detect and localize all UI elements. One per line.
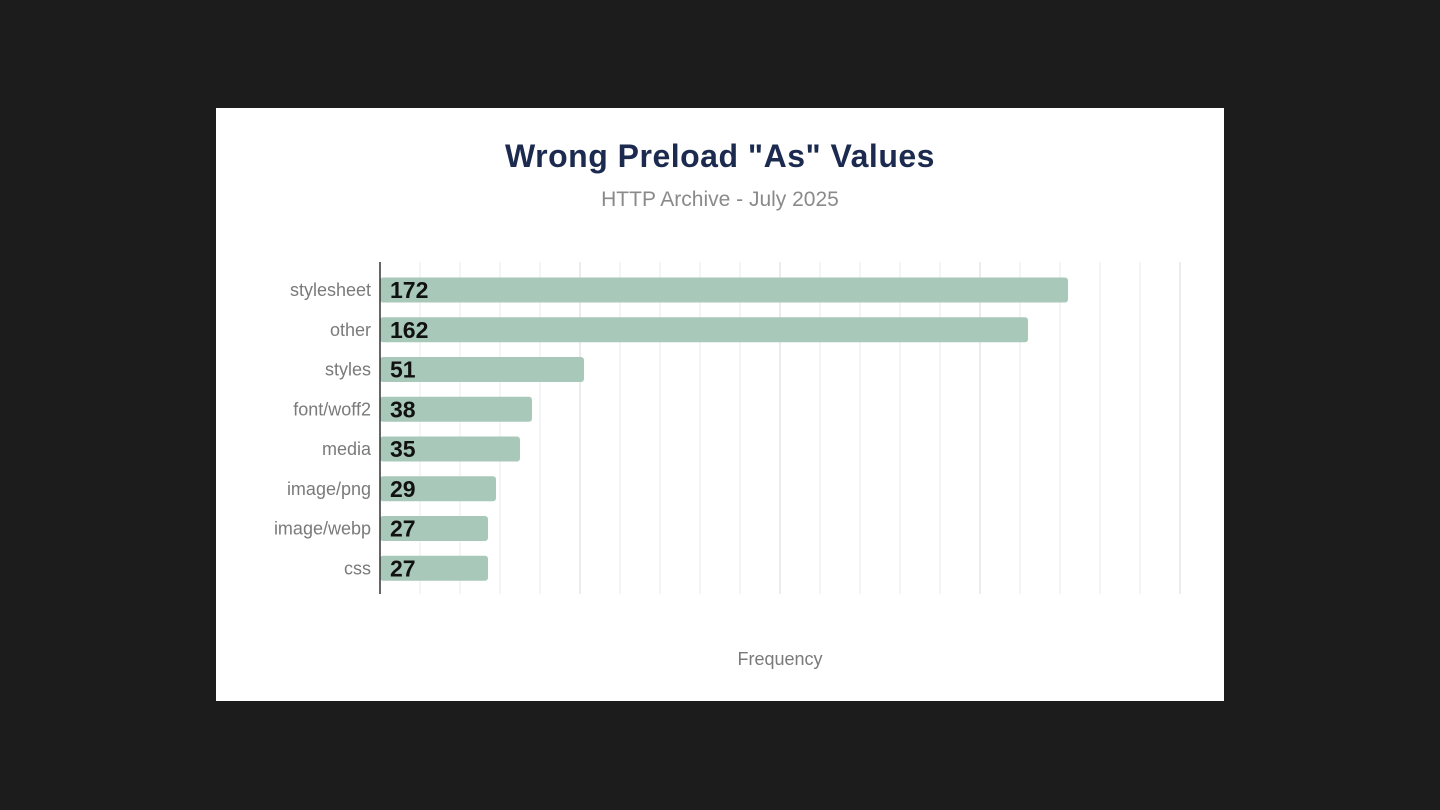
category-label: css	[344, 558, 371, 578]
x-axis-title: Frequency	[737, 649, 822, 669]
value-label: 27	[390, 516, 416, 542]
bar	[380, 555, 488, 581]
chart-subtitle: HTTP Archive - July 2025	[601, 188, 839, 211]
bar	[380, 396, 532, 422]
category-label: font/woff2	[293, 399, 371, 419]
category-label: media	[322, 439, 372, 459]
bars	[380, 277, 1068, 581]
chart-card: Wrong Preload "As" Values HTTP Archive -…	[216, 108, 1224, 701]
category-label: stylesheet	[290, 280, 371, 300]
value-label: 35	[390, 436, 416, 462]
bar	[380, 357, 584, 382]
chart-title: Wrong Preload "As" Values	[505, 138, 935, 174]
value-label: 27	[390, 555, 416, 581]
category-label: image/png	[287, 479, 371, 499]
category-label: other	[330, 320, 371, 340]
category-labels: stylesheet other styles font/woff2 media imag…	[274, 280, 372, 578]
bar-chart: stylesheet other styles font/woff2 media imag…	[274, 262, 1181, 669]
bar	[380, 436, 520, 462]
bar	[380, 516, 488, 541]
bar	[380, 476, 496, 502]
value-label: 172	[390, 277, 428, 303]
value-label: 51	[390, 357, 416, 383]
bar	[380, 277, 1068, 303]
grid-lines	[419, 262, 1181, 594]
value-label: 38	[390, 396, 416, 422]
bar	[380, 317, 1028, 343]
value-label: 29	[390, 476, 416, 502]
category-label: image/webp	[274, 519, 371, 539]
value-label: 162	[390, 317, 428, 343]
value-labels: 172 162 51 38 35 29 27 27	[390, 277, 428, 581]
category-label: styles	[325, 360, 371, 380]
